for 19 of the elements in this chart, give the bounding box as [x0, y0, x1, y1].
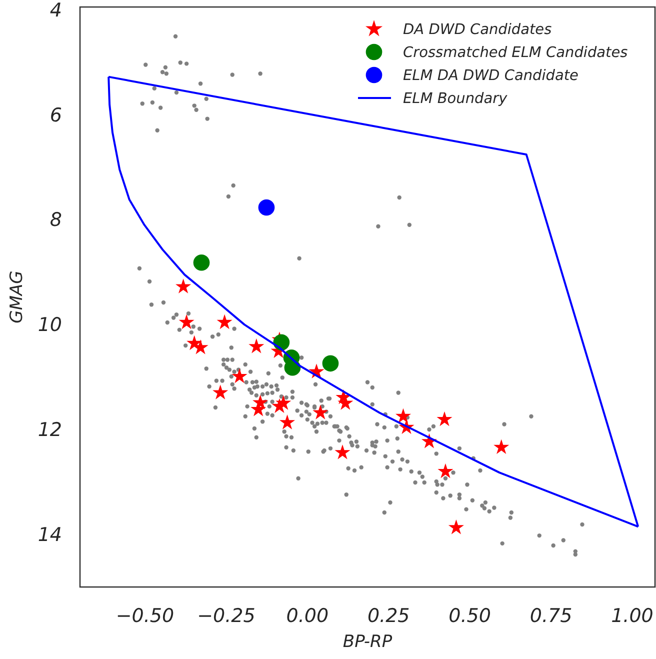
x-tick-label: 1.00: [611, 605, 654, 627]
y-tick-label: 4: [50, 0, 62, 22]
x-tick-label: 0.00: [286, 605, 329, 627]
x-axis-title: BP-RP: [342, 632, 393, 652]
y-tick-label: 8: [50, 209, 62, 232]
legend-label: ELM DA DWD Candidate: [403, 68, 579, 84]
legend-label: ELM Boundary: [403, 91, 508, 108]
legend-label: Crossmatched ELM Candidates: [403, 45, 628, 62]
legend-label: DA DWD Candidates: [403, 22, 552, 38]
x-tick-label: −0.50: [116, 605, 174, 627]
y-tick-label: 10: [38, 314, 62, 336]
y-tick-label: 14: [38, 524, 62, 546]
x-tick-label: 0.50: [448, 605, 491, 627]
y-tick-label: 6: [50, 104, 62, 126]
y-tick-label: 12: [38, 419, 62, 442]
x-tick-label: 0.25: [367, 605, 410, 627]
x-tick-label: −0.25: [197, 605, 256, 627]
y-axis-title: GMAG: [7, 270, 27, 324]
x-tick-label: 0.75: [530, 605, 572, 627]
